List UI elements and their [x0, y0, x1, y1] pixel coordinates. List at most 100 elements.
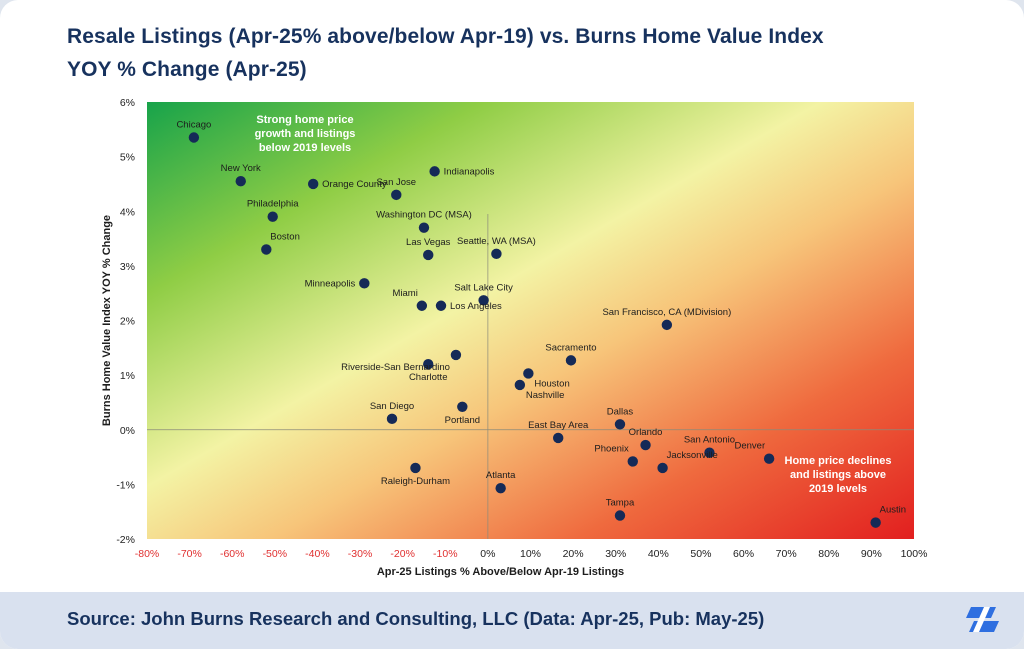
x-tick-label: 10%: [520, 548, 541, 560]
annotation-top-left-line: growth and listings: [255, 128, 356, 140]
y-tick-label: 6%: [120, 97, 135, 109]
x-tick-label: 90%: [861, 548, 882, 560]
x-tick-label: 20%: [563, 548, 584, 560]
data-label: San Diego: [370, 401, 414, 412]
data-label: Seattle, WA (MSA): [457, 236, 536, 247]
footer-bar: Source: John Burns Research and Consulti…: [0, 592, 1024, 649]
data-point: [627, 456, 638, 467]
x-tick-label: 70%: [776, 548, 797, 560]
data-label: Chicago: [176, 120, 211, 131]
scatter-chart: -80% -70% -60% -50% -40% -30% -20% -10% 0% 10% 20%…: [101, 97, 927, 578]
annotation-top-left-line: Strong home price: [256, 114, 353, 126]
data-point: [416, 300, 428, 311]
data-label: Boston: [270, 231, 300, 242]
data-label: Philadelphia: [247, 199, 299, 210]
y-tick-label: 2%: [120, 316, 135, 328]
x-tick-label: -30%: [348, 548, 373, 560]
y-tick-label: -2%: [116, 534, 135, 546]
data-point: [188, 132, 200, 143]
x-axis-label: Apr-25 Listings % Above/Below Apr-19 Lis…: [377, 566, 624, 578]
x-tick-label: 80%: [818, 548, 839, 560]
data-label: Orange County: [322, 179, 387, 190]
data-point: [410, 462, 421, 474]
points-layer: [188, 132, 881, 528]
x-tick-label: 100%: [901, 548, 928, 560]
data-point: [418, 222, 430, 233]
data-label: Jacksonville: [667, 450, 718, 461]
data-point: [704, 447, 715, 458]
data-label: East Bay Area: [528, 420, 589, 431]
data-point: [429, 166, 440, 177]
data-point: [235, 176, 246, 187]
data-label: Atlanta: [486, 470, 516, 481]
data-point: [478, 295, 489, 306]
data-label: Riverside-San Bernardino: [341, 362, 450, 373]
data-point: [391, 189, 402, 201]
data-label: Charlotte: [409, 372, 448, 383]
data-label: Los Angeles: [450, 301, 502, 312]
data-label: Sacramento: [545, 342, 596, 353]
data-point: [514, 379, 526, 391]
john-burns-logo-icon: [966, 607, 999, 632]
y-tick-label: 5%: [120, 152, 135, 164]
y-tick-label: 4%: [120, 206, 135, 218]
x-tick-label: 60%: [733, 548, 754, 560]
y-tick-label: 3%: [120, 261, 135, 273]
x-tick-label: 50%: [690, 548, 711, 560]
data-point: [423, 249, 434, 261]
x-tick-label: -10%: [433, 548, 458, 560]
data-point: [763, 453, 775, 464]
data-label: Raleigh-Durham: [381, 476, 450, 487]
data-point: [435, 300, 447, 311]
data-label: Austin: [880, 505, 906, 516]
data-label: Nashville: [526, 390, 565, 401]
x-tick-label: -80%: [135, 548, 160, 560]
data-point: [450, 349, 462, 361]
x-tick-label: -70%: [177, 548, 202, 560]
data-label: Houston: [534, 378, 569, 389]
source-text: Source: John Burns Research and Consulti…: [67, 608, 765, 629]
data-label: New York: [221, 163, 261, 174]
data-point: [457, 401, 468, 413]
data-point: [657, 462, 668, 474]
x-tick-label: 0%: [480, 548, 495, 560]
data-label: Indianapolis: [444, 166, 495, 177]
annotation-bottom-right-line: 2019 levels: [809, 483, 867, 495]
x-tick-label: -20%: [390, 548, 415, 560]
data-label: Washington DC (MSA): [376, 210, 472, 221]
data-label: Orlando: [629, 427, 663, 438]
data-point: [614, 510, 626, 521]
axes-layer: -80% -70% -60% -50% -40% -30% -20% -10% 0% 10% 20%…: [101, 97, 927, 578]
data-point: [267, 211, 278, 222]
data-label: Tampa: [606, 498, 635, 509]
labels-layer: Chicago New York Orange County Philadelphia…: [176, 120, 906, 516]
data-point: [261, 244, 272, 255]
plot-background: [147, 102, 914, 539]
y-tick-label: 1%: [120, 370, 135, 382]
data-point: [386, 413, 398, 425]
data-point: [307, 178, 319, 190]
data-label: Salt Lake City: [454, 282, 513, 293]
annotations-layer: Strong home price growth and listings belo…: [255, 114, 892, 495]
y-tick-label: -1%: [116, 479, 135, 491]
data-label: Las Vegas: [406, 237, 451, 248]
data-point: [495, 482, 506, 494]
title-line-1: Resale Listings (Apr-25% above/below Apr…: [67, 25, 824, 48]
data-label: Portland: [445, 415, 480, 426]
title-line-2: YOY % Change (Apr-25): [67, 58, 307, 81]
data-point: [423, 359, 434, 370]
x-tick-label: -40%: [305, 548, 330, 560]
data-label: Phoenix: [594, 443, 629, 454]
x-tick-label: -50%: [263, 548, 288, 560]
annotation-top-left-line: below 2019 levels: [259, 142, 351, 154]
data-point: [565, 355, 577, 366]
data-label: Dallas: [607, 406, 634, 417]
data-point: [523, 368, 534, 379]
x-tick-label: 40%: [648, 548, 669, 560]
data-point: [661, 319, 673, 331]
data-point: [870, 517, 881, 528]
data-point: [359, 278, 370, 289]
data-point: [491, 248, 502, 260]
data-label: Minneapolis: [305, 278, 356, 289]
